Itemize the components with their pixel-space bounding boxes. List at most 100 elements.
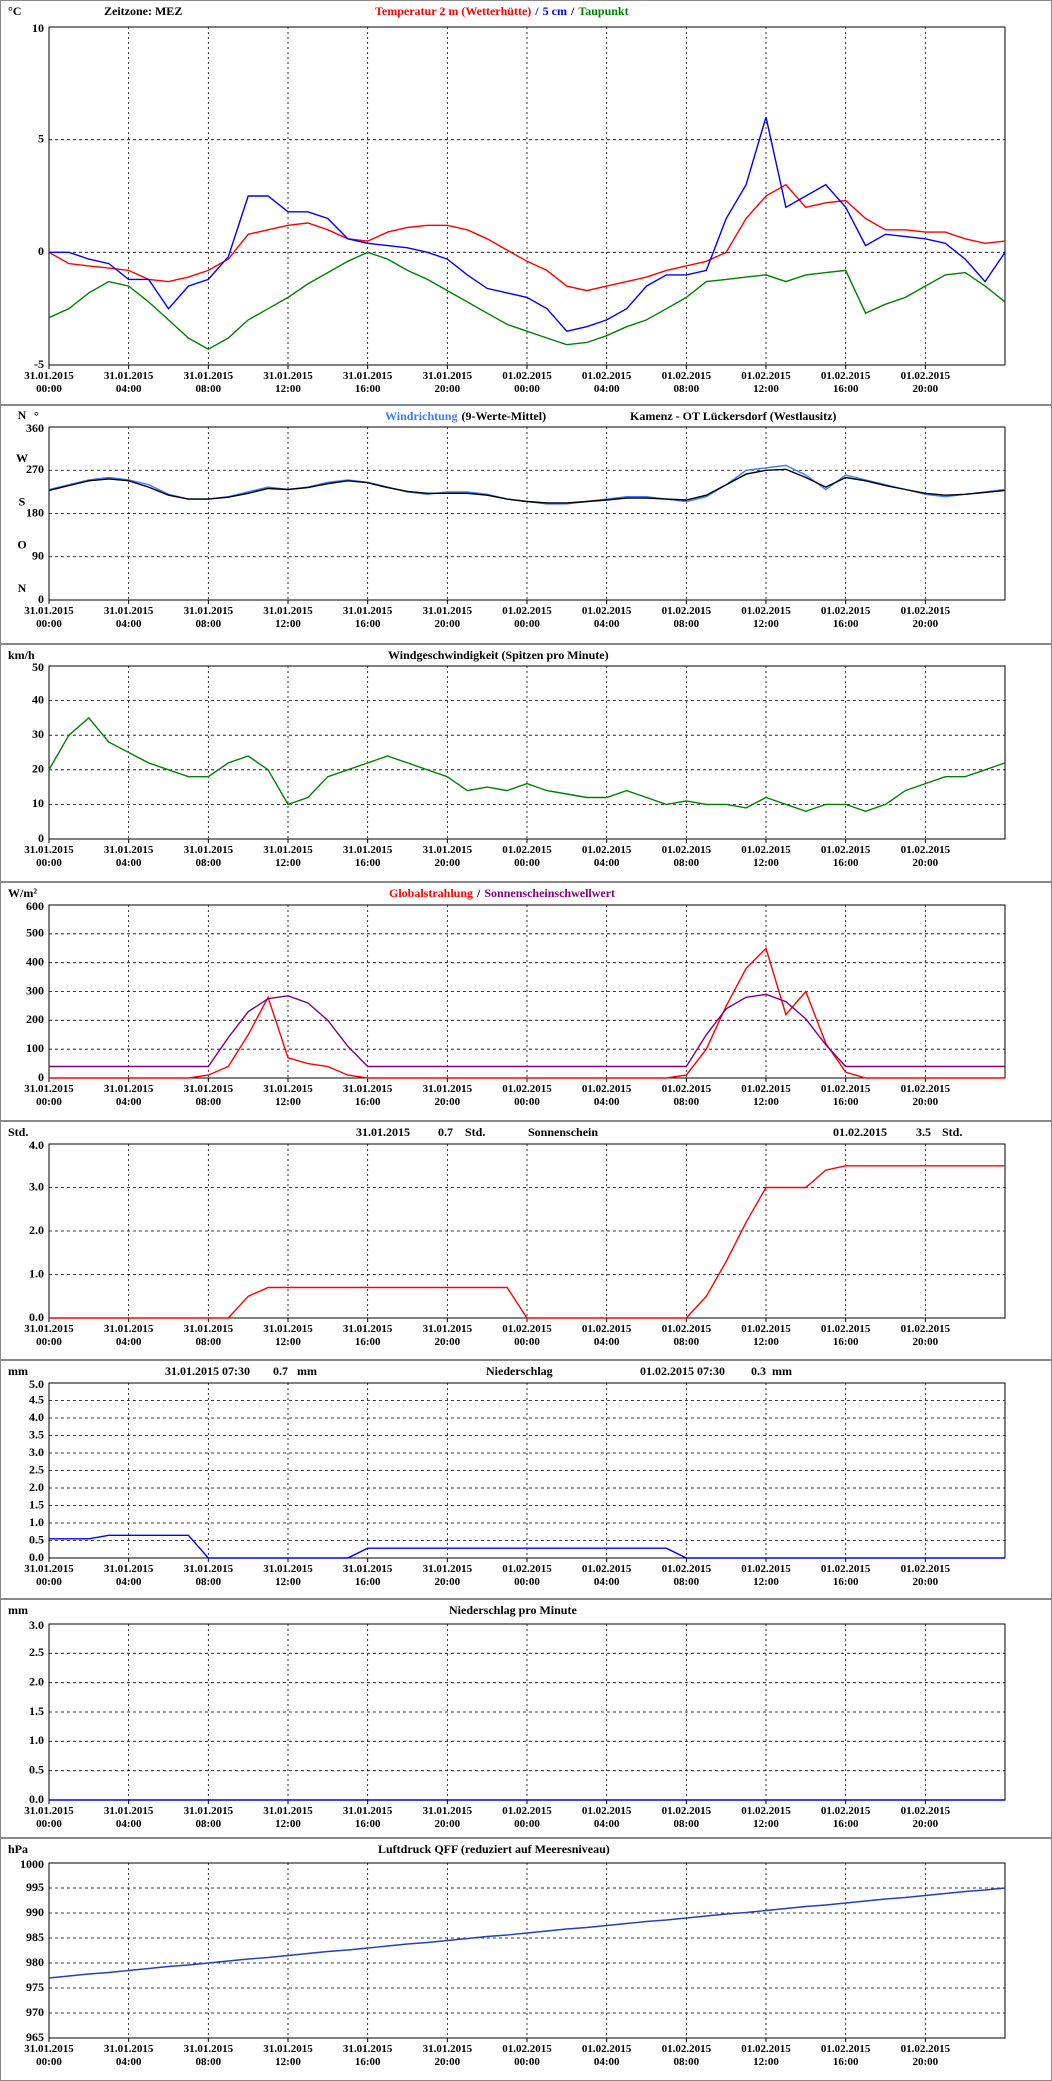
line-series	[49, 946, 1005, 1079]
x-tick-label: 01.02.2015 00:00	[502, 1323, 552, 1348]
compass-label: W	[16, 451, 28, 465]
legend-separator: /	[570, 4, 575, 18]
y-unit: hPa	[8, 1842, 28, 1856]
x-tick-label: 01.02.2015 16:00	[820, 370, 871, 395]
y-tick-label: 3.0	[29, 1179, 44, 1193]
panel-title: Niederschlag pro Minute	[449, 1603, 577, 1617]
y-tick-label: 995	[26, 1880, 44, 1894]
y-tick-label: 30	[32, 727, 44, 741]
legend-entry: Windrichtung	[385, 409, 457, 423]
y-unit: km/h	[8, 648, 35, 662]
x-tick-label: 01.02.2015 00:00	[502, 1083, 552, 1108]
y-tick-label: 975	[26, 1980, 44, 1994]
panel-title: Niederschlag	[486, 1364, 553, 1378]
x-tick-label: 01.02.2015 04:00	[581, 370, 632, 395]
note: 0.7	[273, 1364, 288, 1378]
y-tick-label: -5	[34, 357, 44, 371]
line-series	[48, 1887, 1006, 1979]
x-tick-label: 31.01.2015 00:00	[24, 1323, 74, 1348]
x-tick-label: 01.02.2015 20:00	[900, 1083, 951, 1108]
line-series	[48, 716, 1006, 813]
y-tick-label: 300	[26, 983, 44, 997]
x-tick-label: 01.02.2015 04:00	[581, 2043, 632, 2068]
compass-label: N	[18, 581, 27, 595]
y-tick-label: 2.0	[29, 1674, 44, 1688]
x-tick-label: 31.01.2015 12:00	[263, 605, 313, 630]
x-tick-label: 01.02.2015 00:00	[502, 844, 552, 869]
x-tick-label: 01.02.2015 04:00	[581, 1805, 632, 1830]
x-tick-label: 01.02.2015 00:00	[502, 605, 552, 630]
plot-frame	[48, 26, 1006, 366]
y-tick-label: 10	[32, 21, 44, 35]
panel-title: Windgeschwindigkeit (Spitzen pro Minute)	[388, 648, 609, 662]
y-tick-label: 1.0	[29, 1266, 44, 1280]
x-tick-label: 31.01.2015 00:00	[24, 844, 74, 869]
x-tick-label: 31.01.2015 12:00	[263, 844, 313, 869]
compass-label: N	[18, 408, 27, 422]
y-tick-label: 100	[26, 1041, 44, 1055]
note: mm	[772, 1364, 792, 1378]
x-tick-label: 01.02.2015 20:00	[900, 605, 951, 630]
x-tick-label: 31.01.2015 04:00	[103, 2043, 154, 2068]
y-tick-label: 4.0	[29, 1410, 44, 1424]
y-tick-label: 2.0	[29, 1480, 44, 1494]
y-tick-label: 990	[26, 1905, 44, 1919]
y-tick-label: 0	[38, 592, 44, 606]
x-tick-label: 31.01.2015 08:00	[183, 2043, 234, 2068]
x-tick-label: 01.02.2015 08:00	[661, 1805, 712, 1830]
plot-frame	[48, 1862, 1006, 2039]
x-tick-label: 31.01.2015 08:00	[183, 844, 234, 869]
x-tick-label: 31.01.2015 16:00	[342, 370, 393, 395]
legend-entry: (9-Werte-Mittel)	[461, 409, 546, 423]
x-tick-label: 01.02.2015 16:00	[820, 1083, 871, 1108]
y-tick-label: 0.5	[29, 1762, 44, 1776]
x-tick-label: 31.01.2015 08:00	[183, 1323, 234, 1348]
x-tick-label: 01.02.2015 16:00	[820, 1805, 871, 1830]
x-tick-label: 01.02.2015 20:00	[900, 844, 951, 869]
x-tick-label: 01.02.2015 08:00	[661, 1083, 712, 1108]
plot-frame	[48, 1382, 1006, 1559]
y-tick-label: 0.0	[29, 1792, 44, 1806]
y-tick-label: 0	[38, 831, 44, 845]
x-tick-label: 01.02.2015 08:00	[661, 370, 712, 395]
x-tick-label: 31.01.2015 16:00	[342, 2043, 393, 2068]
y-tick-label: 0	[38, 244, 44, 258]
x-tick-label: 31.01.2015 04:00	[103, 370, 154, 395]
y-tick-label: 1.5	[29, 1497, 44, 1511]
y-tick-label: 970	[26, 2005, 44, 2019]
note: Zeitzone: MEZ	[104, 4, 182, 18]
y-tick-label: 5	[38, 131, 44, 145]
x-tick-label: 31.01.2015 16:00	[342, 1083, 393, 1108]
y-tick-label: 3.0	[29, 1618, 44, 1632]
x-tick-label: 31.01.2015 12:00	[263, 2043, 313, 2068]
x-tick-label: 01.02.2015 16:00	[820, 1563, 871, 1588]
x-tick-label: 31.01.2015 00:00	[24, 2043, 74, 2068]
legend-entry: Temperatur 2 m (Wetterhütte)	[375, 4, 531, 18]
x-tick-label: 31.01.2015 08:00	[183, 1563, 234, 1588]
line-series	[49, 116, 1006, 332]
line-series	[49, 993, 1005, 1068]
x-tick-label: 01.02.2015 20:00	[900, 2043, 951, 2068]
x-tick-label: 31.01.2015 12:00	[263, 1083, 313, 1108]
y-tick-label: 1000	[20, 1857, 44, 1871]
x-tick-label: 01.02.2015 16:00	[820, 605, 871, 630]
x-tick-label: 01.02.2015 12:00	[741, 370, 791, 395]
y-unit: °	[34, 409, 39, 423]
x-tick-label: 31.01.2015 20:00	[422, 844, 473, 869]
x-tick-label: 01.02.2015 04:00	[581, 1323, 632, 1348]
x-tick-label: 01.02.2015 12:00	[741, 1323, 791, 1348]
panel-title: Kamenz - OT Lückersdorf (Westlausitz)	[630, 409, 836, 423]
y-tick-label: 2.0	[29, 1223, 44, 1237]
note: 01.02.2015 07:30	[640, 1364, 725, 1378]
y-tick-label: 10	[32, 796, 44, 810]
plot-frame	[48, 665, 1006, 840]
x-tick-label: 31.01.2015 12:00	[263, 1805, 313, 1830]
x-tick-label: 31.01.2015 00:00	[24, 605, 74, 630]
y-tick-label: 360	[26, 421, 44, 435]
y-unit: Std.	[8, 1125, 28, 1139]
y-tick-label: 980	[26, 1955, 44, 1969]
note: 3.5	[916, 1125, 931, 1139]
x-tick-label: 31.01.2015 04:00	[103, 605, 154, 630]
x-tick-label: 01.02.2015 00:00	[502, 1563, 552, 1588]
x-tick-label: 01.02.2015 04:00	[581, 1563, 632, 1588]
